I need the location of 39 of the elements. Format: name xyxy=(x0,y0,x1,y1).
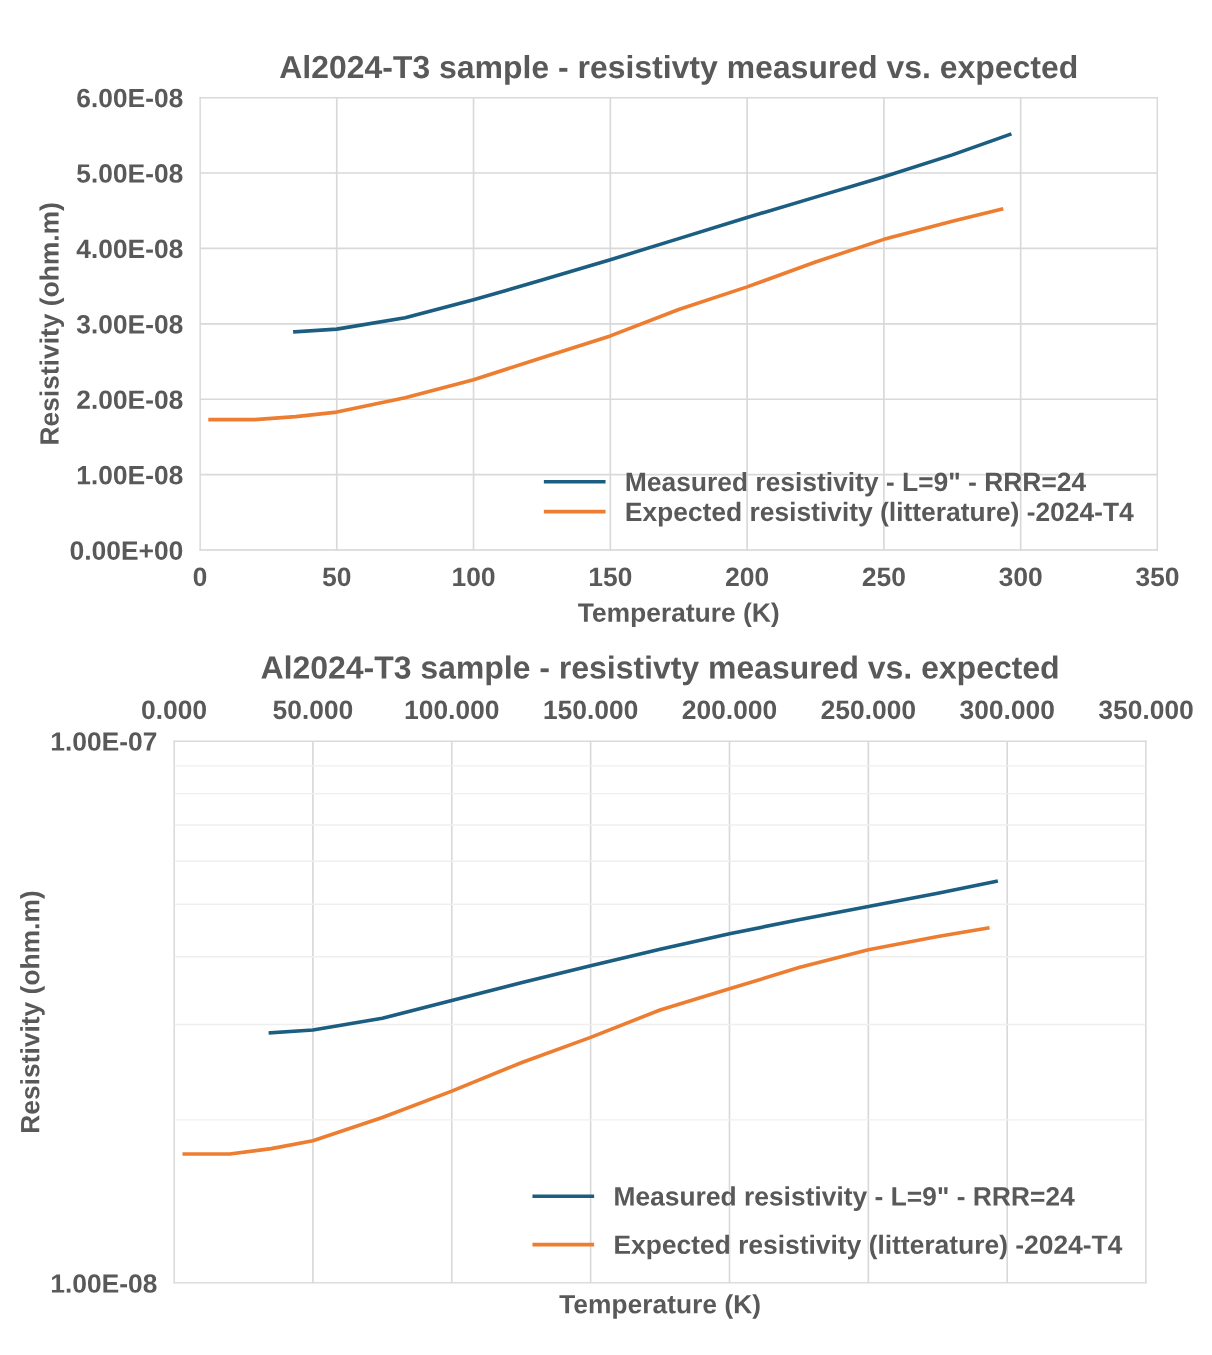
x-tick-label: 150.000 xyxy=(544,700,638,720)
x-tick-label: 300 xyxy=(999,567,1042,587)
y-tick-label: 0.00E+00 xyxy=(70,541,183,560)
y-tick-label: 5.00E-08 xyxy=(77,164,183,183)
legend-label: Expected resistivity (litterature) -2024-T4 xyxy=(626,501,1134,527)
x-tick-label: 200 xyxy=(726,567,769,587)
x-tick-label: 200.000 xyxy=(682,700,777,720)
y-tick-label: 4.00E-08 xyxy=(76,239,183,259)
chart-title: Al2024-T3 sample - resistivty measured vs. expected xyxy=(261,655,1058,686)
line-series xyxy=(182,926,990,1156)
x-tick-label: 350.000 xyxy=(1098,700,1193,720)
x-tick-label: 0.000 xyxy=(142,700,206,720)
chart-title: Al2024-T3 sample - resistivty measured vs. expected xyxy=(280,54,1077,85)
x-axis-title: Temperature (K) xyxy=(559,1294,760,1319)
x-tick-label: 250 xyxy=(862,567,905,587)
y-tick-label: 2.00E-08 xyxy=(77,390,183,410)
x-tick-label: 100.000 xyxy=(405,700,499,720)
legend-label: Expected resistivity (litterature) -2024-T4 xyxy=(615,1234,1123,1260)
legend-label: Measured resistivity - L=9" - RRR=24 xyxy=(615,1186,1075,1211)
x-axis-title: Temperature (K) xyxy=(578,602,779,628)
x-tick-label: 50.000 xyxy=(273,700,353,720)
y-tick-label: 6.00E-08 xyxy=(77,88,183,108)
x-tick-label: 50 xyxy=(322,567,351,587)
y-tick-label: 3.00E-08 xyxy=(76,314,183,334)
legend-label: Measured resistivity - L=9" - RRR=24 xyxy=(626,471,1086,497)
line-series xyxy=(268,879,998,1035)
x-tick-label: 250.000 xyxy=(821,700,915,720)
x-tick-label: 100 xyxy=(453,567,495,587)
y-tick-label: 1.00E-07 xyxy=(51,732,157,751)
y-axis-title: Resistivity (ohm.m) xyxy=(39,203,65,444)
line-series xyxy=(208,207,1004,422)
line-series xyxy=(293,132,1012,334)
y-axis-title: Resistivity (ohm.m) xyxy=(20,891,45,1132)
x-tick-label: 300.000 xyxy=(960,700,1054,720)
x-tick-label: 350 xyxy=(1136,567,1179,587)
x-tick-label: 150 xyxy=(589,567,632,587)
y-tick-label: 1.00E-08 xyxy=(77,465,183,485)
x-tick-label: 0 xyxy=(193,567,207,587)
y-tick-label: 1.00E-08 xyxy=(51,1274,157,1293)
